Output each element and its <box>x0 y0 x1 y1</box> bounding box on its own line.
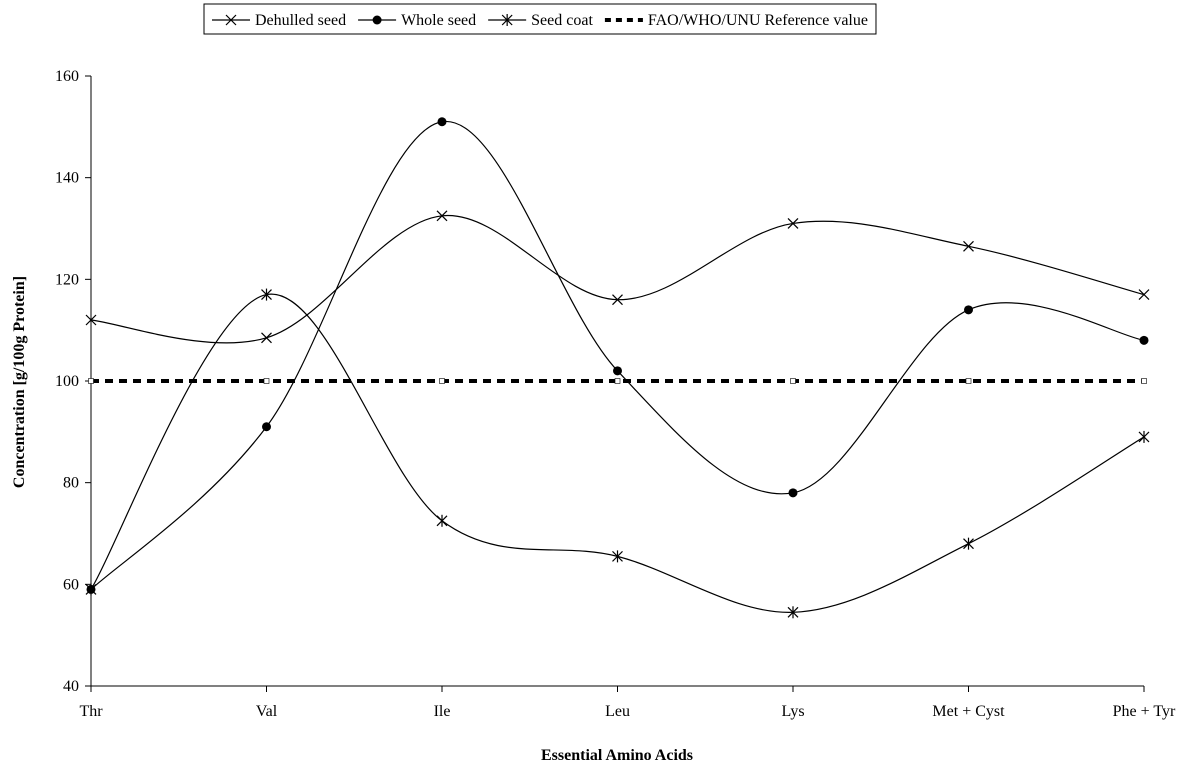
data-point <box>965 378 972 384</box>
data-point <box>439 378 445 384</box>
data-point <box>437 117 447 127</box>
x-tick-label: Thr <box>79 703 103 720</box>
legend-item-seed-coat: Seed coat <box>488 12 593 29</box>
legend-box <box>203 3 877 35</box>
data-point <box>262 422 271 432</box>
y-axis-ticks: 40 60 80 100 120 140 160 <box>55 68 91 695</box>
x-tick-label: Lys <box>781 703 804 720</box>
x-tick-label: Met + Cyst <box>932 703 1005 720</box>
series-layer <box>85 117 1150 619</box>
x-axis-ticks: Thr Val Ile Leu Lys Met + Cyst Phe + Tyr <box>79 686 1176 720</box>
series-dehulled-seed <box>85 210 1150 344</box>
data-point <box>261 288 272 301</box>
legend-label: Seed coat <box>531 12 593 29</box>
data-point <box>1138 430 1150 443</box>
chart-legend: Dehulled seed Whole seed Seed coat FAO/WHO/… <box>203 3 877 35</box>
data-point <box>436 514 448 527</box>
y-tick-label: 80 <box>63 475 79 492</box>
data-point <box>964 305 973 315</box>
data-point <box>1141 378 1147 384</box>
series-fao-who-unu-reference-value <box>88 378 1147 384</box>
legend-marker <box>501 14 513 26</box>
y-tick-label: 40 <box>63 678 79 695</box>
legend-label: Dehulled seed <box>255 12 346 29</box>
data-point <box>85 314 97 326</box>
data-point <box>1139 335 1149 345</box>
series-seed-coat <box>85 288 1150 619</box>
legend-label: Whole seed <box>401 12 476 29</box>
legend-marker <box>225 14 237 26</box>
data-point <box>963 537 974 550</box>
legend-item-dehulled-seed: Dehulled seed <box>212 12 346 29</box>
data-point <box>614 378 621 384</box>
x-tick-label: Leu <box>605 703 630 720</box>
data-point <box>1138 289 1150 301</box>
data-point <box>85 583 97 596</box>
data-point <box>613 366 622 376</box>
legend-item-fao-who-unu-reference-value: FAO/WHO/UNU Reference value <box>604 12 868 29</box>
series-whole-seed <box>86 117 1149 594</box>
data-point <box>612 550 623 563</box>
data-point <box>263 378 270 384</box>
data-point <box>963 240 974 252</box>
x-tick-label: Val <box>256 703 278 720</box>
data-point <box>787 606 799 619</box>
series-line <box>90 293 1145 613</box>
y-tick-label: 100 <box>55 373 79 390</box>
x-axis-title: Essential Amino Acids <box>541 747 693 764</box>
y-tick-label: 160 <box>55 68 79 85</box>
data-point <box>790 378 796 384</box>
legend-label: FAO/WHO/UNU Reference value <box>648 12 868 29</box>
series-line <box>90 215 1145 344</box>
data-point <box>88 378 94 384</box>
y-axis-title: Concentration [g/100g Protein] <box>11 276 28 488</box>
data-point <box>261 332 272 344</box>
data-point <box>436 210 448 222</box>
data-point <box>788 488 798 498</box>
y-tick-label: 140 <box>55 170 79 187</box>
data-point <box>787 217 799 229</box>
x-tick-label: Ile <box>434 703 451 720</box>
y-tick-label: 60 <box>63 576 79 593</box>
legend-item-whole-seed: Whole seed <box>358 12 476 29</box>
legend-marker <box>372 15 382 25</box>
y-tick-label: 120 <box>55 271 79 288</box>
data-point <box>612 294 623 306</box>
series-line <box>90 121 1145 590</box>
x-tick-label: Phe + Tyr <box>1113 703 1176 720</box>
